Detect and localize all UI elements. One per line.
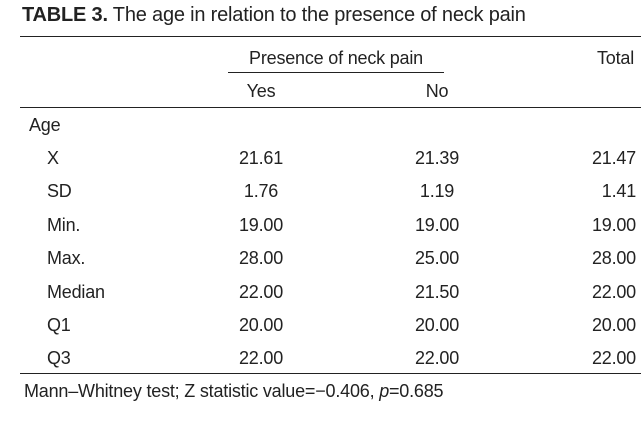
cell-yes: 19.00 bbox=[238, 215, 284, 235]
cell-yes: 20.00 bbox=[238, 315, 284, 335]
table-footnote: Mann–Whitney test; Z statistic value=−0.… bbox=[24, 380, 444, 402]
footnote-p-value: =0.685 bbox=[389, 381, 444, 401]
cell-no: 1.19 bbox=[419, 181, 455, 201]
cell-yes: 22.00 bbox=[238, 348, 284, 368]
cell-total: 1.41 bbox=[601, 181, 636, 201]
group-rule bbox=[228, 72, 444, 73]
row-label: Max. bbox=[47, 248, 86, 268]
cell-total: 28.00 bbox=[591, 248, 636, 268]
col-header-no: No bbox=[425, 81, 449, 101]
cell-yes: 21.61 bbox=[238, 148, 284, 168]
cell-total: 22.00 bbox=[591, 282, 636, 302]
total-header: Total bbox=[596, 48, 634, 68]
cell-total: 21.47 bbox=[591, 148, 636, 168]
cell-total: 20.00 bbox=[591, 315, 636, 335]
cell-no: 20.00 bbox=[414, 315, 460, 335]
bottom-rule bbox=[20, 373, 641, 374]
cell-yes: 1.76 bbox=[243, 181, 279, 201]
row-label: Q1 bbox=[47, 315, 71, 335]
table-caption: TABLE 3. The age in relation to the pres… bbox=[22, 4, 526, 27]
cell-total: 22.00 bbox=[591, 348, 636, 368]
cell-no: 21.50 bbox=[414, 282, 460, 302]
cell-yes: 28.00 bbox=[238, 248, 284, 268]
header-bottom-rule bbox=[20, 107, 641, 108]
row-label: Median bbox=[47, 282, 105, 302]
cell-yes: 22.00 bbox=[238, 282, 284, 302]
row-label: SD bbox=[47, 181, 72, 201]
row-label: Min. bbox=[47, 215, 81, 235]
cell-no: 19.00 bbox=[414, 215, 460, 235]
cell-no: 25.00 bbox=[414, 248, 460, 268]
row-label: X bbox=[47, 148, 59, 168]
group-header: Presence of neck pain bbox=[249, 48, 423, 68]
table-title: The age in relation to the presence of n… bbox=[107, 4, 526, 26]
cell-no: 21.39 bbox=[414, 148, 460, 168]
cell-total: 19.00 bbox=[591, 215, 636, 235]
col-header-yes: Yes bbox=[246, 81, 276, 101]
footnote-p-symbol: p bbox=[379, 381, 389, 401]
table-label: TABLE 3. bbox=[22, 4, 108, 26]
top-rule bbox=[20, 36, 641, 37]
cell-no: 22.00 bbox=[414, 348, 460, 368]
footnote-text: Mann–Whitney test; Z statistic value=−0.… bbox=[24, 381, 380, 401]
section-label-age: Age bbox=[29, 115, 61, 135]
row-label: Q3 bbox=[47, 348, 71, 368]
